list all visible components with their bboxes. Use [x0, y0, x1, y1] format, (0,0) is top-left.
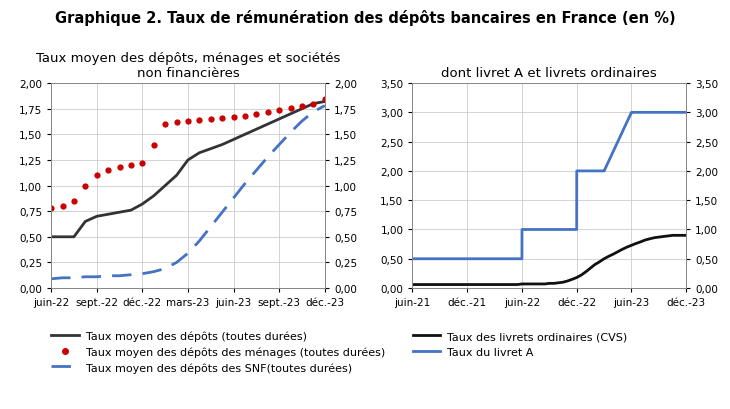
Legend: Taux des livrets ordinaires (CVS), Taux du livret A: Taux des livrets ordinaires (CVS), Taux …: [412, 331, 627, 357]
Text: Taux moyen des dépôts, ménages et sociétés
non financières: Taux moyen des dépôts, ménages et sociét…: [36, 52, 340, 80]
Text: dont livret A et livrets ordinaires: dont livret A et livrets ordinaires: [442, 67, 657, 80]
Legend: Taux moyen des dépôts (toutes durées), Taux moyen des dépôts des ménages (toutes: Taux moyen des dépôts (toutes durées), T…: [51, 331, 385, 373]
Text: Graphique 2. Taux de rémunération des dépôts bancaires en France (en %): Graphique 2. Taux de rémunération des dé…: [55, 10, 675, 26]
